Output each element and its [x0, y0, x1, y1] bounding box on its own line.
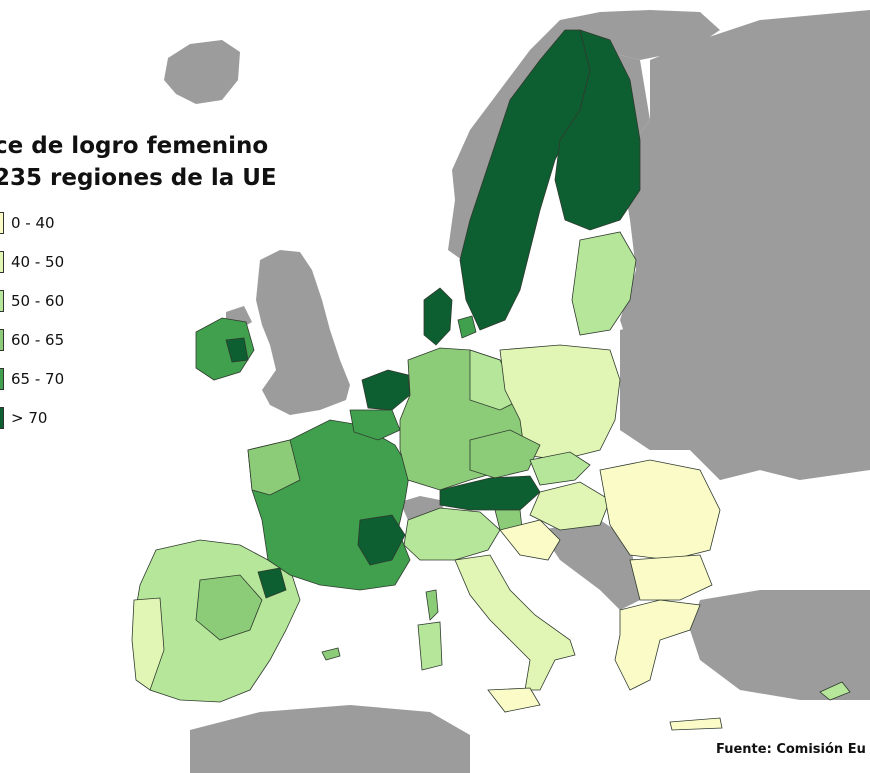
- region-hungary: [529, 481, 611, 531]
- region-sardinia: [417, 621, 443, 671]
- region-sweden: [459, 29, 591, 331]
- source-credit: Fuente: Comisión Eu: [716, 742, 866, 757]
- region-croatia: [499, 519, 561, 561]
- region-belgium: [349, 409, 401, 441]
- region-ireland: [195, 317, 255, 381]
- region-balearics: [321, 647, 341, 661]
- legend-swatch: [0, 290, 4, 312]
- region-north-italy: [403, 507, 501, 561]
- legend-label: 0 - 40: [11, 214, 55, 232]
- region-netherlands: [361, 369, 411, 411]
- region-sicily: [487, 687, 541, 713]
- region-finland: [554, 29, 641, 231]
- region-france-south: [257, 567, 287, 599]
- region-slovakia: [529, 451, 591, 486]
- region-zealand: [457, 315, 477, 339]
- region-france-west: [247, 439, 301, 496]
- region-poland: [499, 344, 621, 461]
- legend-label: 40 - 50: [11, 253, 65, 271]
- legend-label: > 70: [11, 409, 48, 427]
- region-cyprus: [819, 681, 851, 701]
- region-bulgaria: [629, 554, 713, 601]
- region-corsica: [425, 589, 439, 621]
- region-baltics: [571, 231, 637, 336]
- title-line-2: 235 regiones de la UE: [0, 165, 277, 191]
- legend-label: 60 - 65: [11, 331, 65, 349]
- legend-label: 65 - 70: [11, 370, 65, 388]
- title-line-1: ce de logro femenino: [0, 133, 269, 159]
- eu-regions: [131, 29, 851, 731]
- region-central-spain: [195, 574, 263, 641]
- region-austria: [439, 475, 541, 511]
- region-czechia: [469, 429, 541, 479]
- legend-swatch: [0, 212, 4, 234]
- region-france-east: [357, 514, 406, 566]
- legend-swatch: [0, 251, 4, 273]
- region-italy-peninsula: [454, 554, 576, 691]
- region-dublin: [225, 337, 249, 363]
- legend-label: 50 - 60: [11, 292, 65, 310]
- region-crete: [669, 717, 723, 731]
- region-denmark: [423, 287, 453, 346]
- legend-swatch: [0, 329, 4, 351]
- region-portugal: [131, 597, 165, 691]
- region-romania: [599, 459, 721, 561]
- legend-swatch: [0, 368, 4, 390]
- map-title: ce de logro femenino 235 regiones de la …: [0, 130, 277, 194]
- region-greece: [614, 599, 701, 691]
- legend-swatch: [0, 407, 4, 429]
